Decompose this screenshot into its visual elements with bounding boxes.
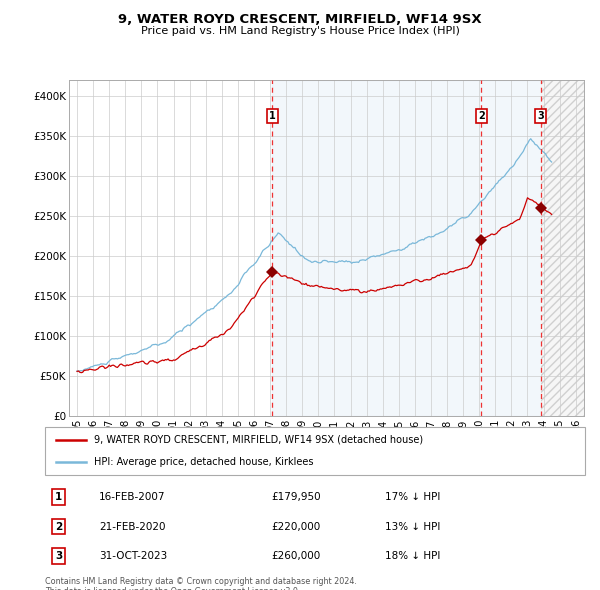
Text: 3: 3	[538, 111, 544, 121]
Text: 9, WATER ROYD CRESCENT, MIRFIELD, WF14 9SX: 9, WATER ROYD CRESCENT, MIRFIELD, WF14 9…	[118, 13, 482, 26]
Text: 17% ↓ HPI: 17% ↓ HPI	[385, 492, 440, 502]
Bar	[541, 80, 584, 416]
Text: Contains HM Land Registry data © Crown copyright and database right 2024.
This d: Contains HM Land Registry data © Crown c…	[45, 577, 357, 590]
Text: 3: 3	[55, 551, 62, 561]
Text: 31-OCT-2023: 31-OCT-2023	[99, 551, 167, 561]
Text: 13% ↓ HPI: 13% ↓ HPI	[385, 522, 440, 532]
Text: HPI: Average price, detached house, Kirklees: HPI: Average price, detached house, Kirk…	[94, 457, 313, 467]
Text: 1: 1	[55, 492, 62, 502]
Bar	[272, 80, 541, 416]
Text: £220,000: £220,000	[272, 522, 321, 532]
Text: 1: 1	[269, 111, 275, 121]
Text: £179,950: £179,950	[272, 492, 322, 502]
Text: £260,000: £260,000	[272, 551, 321, 561]
Bar	[541, 80, 584, 416]
Text: 21-FEB-2020: 21-FEB-2020	[99, 522, 166, 532]
Text: 18% ↓ HPI: 18% ↓ HPI	[385, 551, 440, 561]
Bar	[541, 80, 584, 416]
Text: 2: 2	[478, 111, 485, 121]
Text: Price paid vs. HM Land Registry's House Price Index (HPI): Price paid vs. HM Land Registry's House …	[140, 26, 460, 36]
FancyBboxPatch shape	[45, 427, 585, 475]
Text: 2: 2	[55, 522, 62, 532]
Text: 16-FEB-2007: 16-FEB-2007	[99, 492, 166, 502]
Text: 9, WATER ROYD CRESCENT, MIRFIELD, WF14 9SX (detached house): 9, WATER ROYD CRESCENT, MIRFIELD, WF14 9…	[94, 435, 423, 445]
